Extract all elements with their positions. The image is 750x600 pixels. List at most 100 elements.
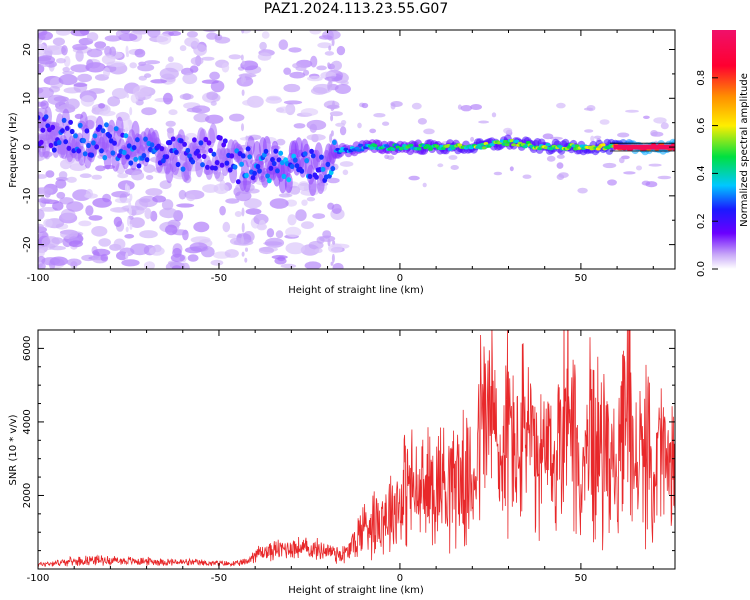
spectrogram-ridge-cell <box>170 136 176 142</box>
spectrogram-ridge-cell <box>244 172 249 179</box>
spectrogram-noise-blob <box>205 114 224 124</box>
spectrogram-ridge-halo <box>171 155 180 176</box>
spectrogram-noise-blob <box>66 201 84 212</box>
spectrogram-noise-blob <box>602 162 617 169</box>
spectrogram-noise-blob <box>56 58 66 64</box>
spectrogram-noise-blob <box>558 172 569 179</box>
spectrogram-ridge-cell <box>92 133 98 139</box>
spectrogram-ridge-cell <box>203 136 209 143</box>
colorbar-tick-label: 0.4 <box>696 165 707 181</box>
spectrogram-ridge-cell <box>252 170 257 176</box>
spectrogram-ridge-cell <box>302 151 308 157</box>
spectrogram-noise-blob <box>324 76 343 82</box>
spectrogram-noise-blob <box>129 217 145 229</box>
spectrogram-noise-blob <box>300 108 319 116</box>
spectrogram-noise-blob <box>295 209 307 222</box>
spectrogram-noise-blob <box>168 109 178 116</box>
spectrogram-noise-blob <box>219 179 226 191</box>
spectrogram-noise-blob <box>645 181 658 188</box>
spectrogram-noise-blob <box>98 238 111 247</box>
spectrogram-ridge-cell <box>390 147 396 151</box>
spectrogram-ridge-halo <box>284 173 293 193</box>
snr-x-axis-label: Height of straight line (km) <box>288 585 424 596</box>
spectrogram-noise-blob <box>140 198 151 203</box>
spectrogram-noise-blob <box>144 60 161 65</box>
spectrogram-y-axis-label: Frequency (Hz) <box>8 112 19 188</box>
spectrogram-noise-blob <box>190 56 204 66</box>
spectrogram-noise-blob <box>150 79 167 84</box>
spectrogram-noise-blob <box>115 30 126 38</box>
spectrogram-noise-blob <box>636 165 642 171</box>
spectrogram-noise-blob <box>339 126 347 136</box>
spectrogram-noise-blob <box>103 67 111 78</box>
spectrogram-ridge-cell <box>69 128 75 135</box>
spectrogram-noise-blob <box>230 237 245 246</box>
spectrogram-ridge-cell <box>372 144 378 148</box>
spectrogram-noise-blob <box>327 238 331 247</box>
spectrogram-noise-blob <box>264 237 285 248</box>
spectrogram-ridge-cell <box>278 150 284 156</box>
spectrogram-noise-blob <box>643 115 650 120</box>
spectrogram-ridge-cell <box>294 163 300 169</box>
spectrogram-ridge-cell <box>180 166 186 172</box>
spectrogram-noise-blob <box>113 238 126 250</box>
spectrogram-noise-blob <box>147 30 161 38</box>
spectrogram-panel: -100 -50 0 50 20 10 0 -10 -20 Height of straight… <box>8 29 676 296</box>
spectrogram-noise-blob <box>334 84 351 94</box>
spectrogram-noise-blob <box>184 37 200 47</box>
spectrogram-ridge-cell <box>369 146 375 150</box>
spectrogram-noise-blob <box>229 113 245 122</box>
spectrogram-noise-blob <box>329 78 333 88</box>
spectrogram-noise-blob <box>101 54 116 65</box>
spectrogram-noise-blob <box>85 205 94 217</box>
spectrogram-ridge-cell <box>86 142 91 149</box>
spectrogram-heatmap <box>38 30 675 269</box>
spectrogram-ridge-cell <box>123 133 129 139</box>
spectrogram-noise-blob <box>330 106 334 111</box>
spectrogram-noise-blob <box>617 132 630 138</box>
spectrogram-ridge-cell <box>270 157 275 163</box>
spectrogram-noise-blob <box>301 221 314 230</box>
spectrogram-noise-blob <box>593 135 602 139</box>
spectrogram-noise-blob <box>41 236 60 248</box>
spectrogram-noise-blob <box>186 107 202 113</box>
spectrogram-noise-blob <box>193 44 208 56</box>
spectrogram-noise-blob <box>222 221 231 233</box>
spectrogram-noise-blob <box>266 228 275 238</box>
spectrogram-noise-blob <box>227 233 237 239</box>
spectrogram-noise-blob <box>450 165 459 170</box>
spectrogram-ridge-halo <box>195 157 204 178</box>
spectrogram-noise-blob <box>228 54 242 60</box>
spectrogram-noise-blob <box>121 259 140 267</box>
spectrogram-noise-blob <box>210 100 217 106</box>
spectrogram-ridge-cell <box>279 160 285 166</box>
snr-ticks: -100 -50 0 50 2000 4000 6000 <box>22 329 675 584</box>
spectrogram-noise-blob <box>583 107 594 111</box>
spectrogram-ridge-cell <box>245 146 251 152</box>
snr-y-tick-label: 4000 <box>22 409 33 434</box>
spectrogram-noise-blob <box>332 240 336 245</box>
spectrogram-noise-blob <box>38 223 44 229</box>
spectrogram-ridge-cell <box>94 144 99 150</box>
spectrogram-noise-blob <box>144 208 152 220</box>
spectrogram-ridge-cell <box>174 149 179 155</box>
spectrogram-ridge-cell <box>320 166 326 172</box>
spectrogram-ridge-cell <box>76 148 82 154</box>
spectrogram-ridge-cell <box>201 153 207 159</box>
spectrogram-ridge-cell <box>310 153 316 159</box>
spectrogram-noise-blob <box>88 88 105 94</box>
spectrogram-noise-blob <box>91 174 103 180</box>
spectrogram-noise-blob <box>114 197 132 204</box>
spectrogram-noise-blob <box>660 122 669 130</box>
spectrogram-ridge-cell <box>307 173 313 179</box>
spectrogram-noise-blob <box>241 222 245 233</box>
spectrogram-noise-blob <box>509 166 514 172</box>
colorbar-tick-label: 0.0 <box>696 261 707 277</box>
spectrogram-noise-blob <box>92 197 112 208</box>
spectrogram-noise-blob <box>182 73 198 85</box>
spectrogram-noise-blob <box>584 129 594 133</box>
spectrogram-noise-blob <box>417 118 427 125</box>
spectrogram-noise-blob <box>300 244 320 256</box>
spectrogram-ridge-cell <box>167 139 173 146</box>
